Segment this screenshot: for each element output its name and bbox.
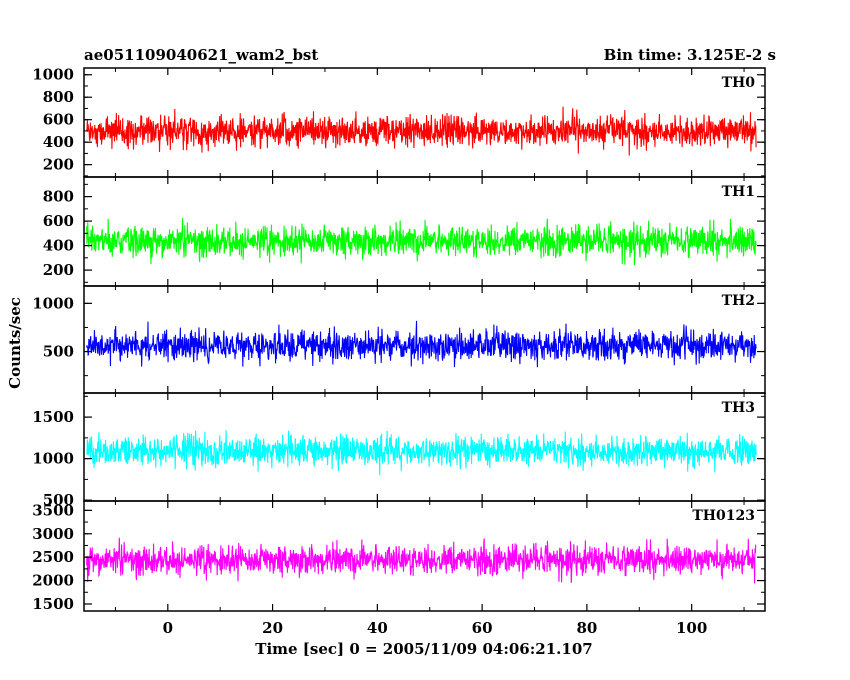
x-tick-label: 0 [163, 619, 173, 637]
panel-label-th0: TH0 [722, 75, 756, 91]
series-line-th2 [86, 320, 757, 368]
y-tick-label: 400 [43, 237, 74, 255]
y-tick-label: 1000 [32, 294, 74, 312]
chart-title-left: ae051109040621_wam2_bst [84, 46, 318, 64]
panel-frame [83, 500, 766, 612]
x-tick-label: 40 [367, 619, 388, 637]
series-line-th0123 [86, 537, 757, 584]
panel-th1: 200 400 600 800 TH1 [43, 176, 766, 287]
x-tick-label: 80 [576, 619, 597, 637]
x-axis-label: Time [sec] 0 = 2005/11/09 04:06:21.107 [255, 640, 592, 658]
y-tick-label: 400 [43, 133, 74, 151]
panel-label-th0123: TH0123 [692, 508, 755, 524]
panel-th2: 500 1000 TH2 [32, 285, 766, 394]
chart-title-right: Bin time: 3.125E-2 s [604, 46, 776, 64]
y-tick-label: 200 [43, 261, 74, 279]
series-line-th3 [86, 430, 757, 476]
y-tick-label: 1000 [32, 66, 74, 84]
y-tick-label: 2500 [32, 548, 74, 566]
x-tick-label: 20 [262, 619, 283, 637]
panel-th3: 500 1000 1500 TH3 [32, 392, 766, 509]
y-tick-label: 1000 [32, 450, 74, 468]
y-tick-label: 1500 [32, 595, 74, 613]
series-line-th0 [86, 106, 757, 156]
y-tick-label: 2000 [32, 572, 74, 590]
panel-th0: 200 400 600 800 1000 TH0 [32, 66, 766, 178]
panel-label-th2: TH2 [722, 293, 755, 309]
y-tick-label: 200 [43, 156, 74, 174]
panel-label-th1: TH1 [722, 184, 755, 200]
y-tick-label: 3000 [32, 525, 74, 543]
panel-frame [83, 67, 766, 178]
y-tick-label: 3500 [32, 501, 74, 519]
y-tick-label: 1500 [32, 408, 74, 426]
y-tick-label: 600 [43, 111, 74, 129]
y-tick-label: 800 [43, 88, 74, 106]
y-tick-label: 500 [43, 491, 74, 509]
y-tick-label: 800 [43, 188, 74, 206]
x-tick-label: 100 [676, 619, 707, 637]
y-tick-label: 600 [43, 212, 74, 230]
series-line-th1 [86, 217, 757, 266]
y-axis-label: Counts/sec [6, 297, 24, 389]
panels-group: 200 400 600 800 1000 TH0 200 400 600 800 TH1 500 100… [32, 66, 766, 613]
x-axis: 0 20 40 60 80 100 [163, 619, 708, 637]
y-tick-label: 500 [43, 343, 74, 361]
panel-th0123: 1500 2000 2500 3000 3500 TH0123 [32, 500, 766, 613]
panel-label-th3: TH3 [722, 400, 755, 416]
x-tick-label: 60 [472, 619, 493, 637]
